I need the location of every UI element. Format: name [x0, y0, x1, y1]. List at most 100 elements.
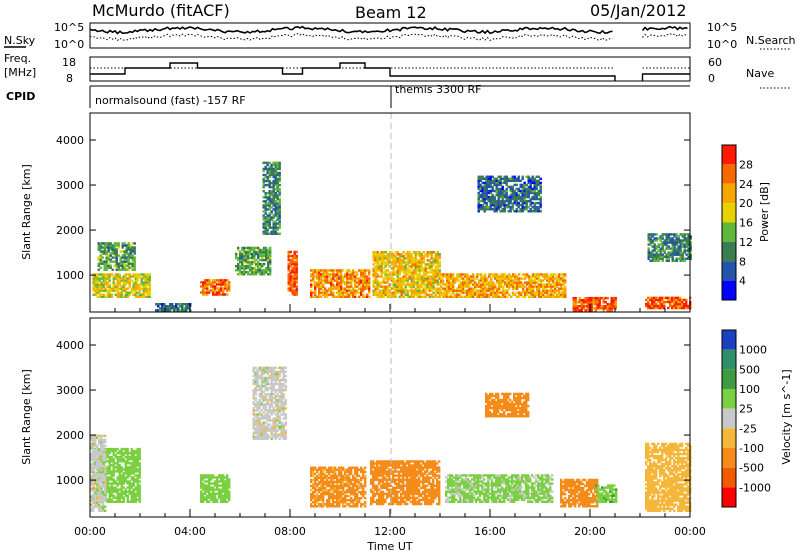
data-cell [518, 176, 520, 178]
cpid-mode-1: normalsound (fast) -157 RF [95, 94, 246, 107]
data-cell [368, 277, 370, 279]
data-cell [100, 267, 102, 269]
data-cell [139, 484, 141, 486]
data-cell [484, 273, 486, 275]
power-y-axis-label: Slant Range [km] [20, 164, 33, 260]
data-cell [104, 506, 106, 508]
data-cell [134, 256, 136, 258]
data-cell [104, 469, 106, 471]
data-cell [656, 233, 658, 235]
data-cell [540, 178, 542, 180]
data-cell [442, 279, 444, 281]
data-cell [134, 242, 136, 244]
freq-left-top-tick: 18 [62, 56, 76, 69]
noise-search-trace [90, 34, 688, 41]
data-cell [104, 475, 106, 477]
data-cell [279, 172, 281, 174]
data-cell [100, 489, 102, 491]
noise-left-bottom-tick: 10^0 [54, 38, 84, 51]
data-cell [439, 253, 441, 255]
freq-label: Freq. [4, 52, 31, 65]
power-panel-bg [90, 113, 690, 312]
data-cell [139, 480, 141, 482]
freq-unit-label: [MHz] [4, 66, 36, 79]
noise-right-top-tick: 10^5 [707, 21, 737, 34]
data-cell [127, 448, 129, 450]
data-cell [269, 267, 271, 269]
date-label: 05/Jan/2012 [590, 1, 687, 20]
data-cell [226, 293, 228, 295]
data-cell [109, 283, 111, 285]
data-cell [279, 188, 281, 190]
y-tick-label: 1000 [56, 269, 84, 282]
data-cell [104, 449, 106, 451]
data-cell [102, 256, 104, 258]
data-cell [368, 269, 370, 271]
noise-left-top-tick: 10^5 [54, 21, 84, 34]
data-cell [332, 292, 334, 294]
data-cell [279, 184, 281, 186]
nsearch-label: N.Search [746, 34, 796, 47]
data-cell [112, 269, 114, 271]
data-cell [564, 279, 566, 281]
data-cell [290, 251, 292, 253]
data-cell [368, 296, 370, 298]
data-cell [228, 281, 230, 283]
nave-right-top-tick: 60 [708, 56, 722, 69]
nave-right-bottom-tick: 0 [708, 72, 715, 85]
data-cell [607, 297, 609, 299]
power-panel: 1000 2000 3000 4000 Slant Range [km] [20, 113, 692, 312]
data-cell [104, 445, 106, 447]
cpid-mode-2: themis 3300 RF [395, 83, 482, 96]
data-cell [104, 453, 106, 455]
data-cell [275, 367, 277, 369]
data-cell [522, 176, 524, 178]
data-cell [134, 246, 136, 248]
data-cell [119, 273, 121, 275]
data-cell [149, 273, 151, 275]
cpid-label: CPID [6, 90, 35, 103]
data-cell [139, 462, 141, 464]
data-cell [502, 186, 504, 188]
data-cell [516, 184, 518, 186]
data-cell [685, 299, 687, 301]
data-cell [472, 273, 474, 275]
freq-left-bottom-tick: 8 [66, 72, 73, 85]
data-cell [439, 261, 441, 263]
data-cell [111, 294, 113, 296]
data-cell [540, 182, 542, 184]
y-tick-label: 4000 [56, 134, 84, 147]
noise-sky-trace [90, 27, 688, 34]
data-cell [228, 490, 230, 492]
data-cell [104, 439, 106, 441]
data-cell [279, 198, 281, 200]
data-cell [540, 210, 542, 212]
data-cell [118, 242, 120, 244]
data-cell [279, 162, 281, 164]
data-cell [575, 297, 577, 299]
data-cell [518, 273, 520, 275]
data-cell [104, 435, 106, 437]
data-cell [104, 510, 106, 512]
data-cell [540, 196, 542, 198]
data-cell [263, 263, 265, 265]
data-cell [342, 269, 344, 271]
data-cell [237, 247, 239, 249]
data-cell [615, 297, 617, 299]
frequency-trace [90, 63, 690, 81]
data-cell [564, 285, 566, 287]
beam-label: Beam 12 [355, 3, 427, 22]
data-cell [279, 233, 281, 235]
data-cell [110, 265, 112, 267]
y-tick-label: 3000 [56, 179, 84, 192]
y-tick-label: 2000 [56, 224, 84, 237]
parameter-strips: N.Sky 10^5 10^0 10^5 10^0 N.Search Freq.… [4, 21, 796, 108]
data-cell [296, 255, 298, 257]
nave-label: Nave [746, 67, 774, 80]
noise-right-bottom-tick: 10^0 [707, 38, 737, 51]
data-cell [648, 247, 650, 249]
data-cell [564, 273, 566, 275]
